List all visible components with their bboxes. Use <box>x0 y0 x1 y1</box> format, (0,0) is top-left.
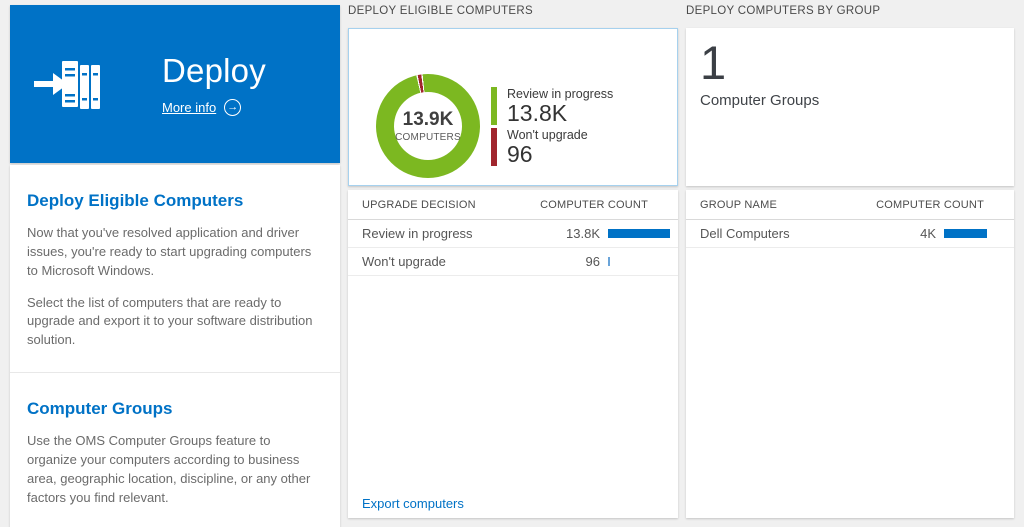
section-heading-deploy-eligible: Deploy Eligible Computers <box>27 191 244 210</box>
section-heading-computer-groups: Computer Groups <box>27 399 173 419</box>
row-value: 4K <box>920 226 936 241</box>
legend-item-wont-upgrade: Won't upgrade 96 <box>491 128 613 166</box>
legend-value: 13.8K <box>507 100 568 126</box>
eligible-computers-donut-tile[interactable]: 13.9K COMPUTERS Review in progress 13.8K… <box>348 28 678 186</box>
donut-center: 13.9K COMPUTERS <box>394 92 462 160</box>
deploy-tile[interactable]: Deploy More info → <box>10 5 340 163</box>
column-deploy-info: Deploy More info → Deploy Eligible Compu… <box>10 0 340 527</box>
count-bar <box>944 229 987 238</box>
donut-legend: Review in progress 13.8K Won't upgrade 9… <box>491 87 613 166</box>
deploy-description-panel: Deploy Eligible Computers Now that you'v… <box>10 165 340 527</box>
upgrade-decision-panel: UPGRADE DECISION COMPUTER COUNT Review i… <box>348 190 678 518</box>
deploy-eligible-header: DEPLOY ELIGIBLE COMPUTERS <box>348 5 533 17</box>
computer-groups-count-tile[interactable]: 1 Computer Groups <box>686 28 1014 186</box>
deploy-tile-text: Deploy More info → <box>162 52 266 116</box>
table-row[interactable]: Dell Computers 4K <box>686 220 1014 248</box>
legend-value: 96 <box>507 141 533 168</box>
column-header-computer-count: COMPUTER COUNT <box>540 198 648 211</box>
legend-label: Won't upgrade <box>507 128 588 143</box>
column-deploy-eligible: DEPLOY ELIGIBLE COMPUTERS 13.9K COMPUTER… <box>348 0 678 527</box>
column-header-group-name: GROUP NAME <box>700 198 777 211</box>
column-computers-by-group: DEPLOY COMPUTERS BY GROUP 1 Computer Gro… <box>686 0 1014 527</box>
section-computer-groups: Computer Groups Use the OMS Computer Gro… <box>10 373 340 527</box>
bar-slot <box>944 229 1006 238</box>
bar-slot <box>608 257 670 266</box>
group-count-number: 1 <box>700 36 727 89</box>
export-computers-link[interactable]: Export computers <box>362 496 464 511</box>
donut-center-value: 13.9K <box>402 109 454 130</box>
legend-item-review-in-progress: Review in progress 13.8K <box>491 87 613 125</box>
row-label: Review in progress <box>362 226 473 241</box>
row-label: Won't upgrade <box>362 254 446 269</box>
section-paragraph: Select the list of computers that are re… <box>27 294 313 348</box>
row-value: 96 <box>585 254 600 269</box>
column-header-computer-count: COMPUTER COUNT <box>876 198 984 211</box>
group-table-panel: GROUP NAME COMPUTER COUNT Dell Computers… <box>686 190 1014 518</box>
deploy-books-arrow-icon <box>34 61 100 112</box>
more-info-link[interactable]: More info <box>162 100 217 115</box>
section-deploy-eligible: Deploy Eligible Computers Now that you'v… <box>10 165 340 374</box>
table-row[interactable]: Review in progress 13.8K <box>348 220 678 248</box>
row-value: 13.8K <box>566 226 600 241</box>
section-paragraph: Now that you've resolved application and… <box>27 225 312 278</box>
deploy-title: Deploy <box>162 52 266 89</box>
donut-chart: 13.9K COMPUTERS <box>376 74 480 178</box>
bar-slot <box>608 229 670 238</box>
donut-center-label: COMPUTERS <box>395 132 461 143</box>
legend-label: Review in progress <box>507 87 614 101</box>
section-paragraph: Use the OMS Computer Groups feature to o… <box>27 433 311 505</box>
table-row[interactable]: Won't upgrade 96 <box>348 248 678 276</box>
computers-by-group-header: DEPLOY COMPUTERS BY GROUP <box>686 5 881 17</box>
legend-swatch-red <box>491 128 497 167</box>
legend-swatch-green <box>491 87 497 126</box>
count-bar <box>608 229 670 238</box>
count-bar <box>608 257 610 266</box>
row-label: Dell Computers <box>700 226 790 241</box>
table-header-row: UPGRADE DECISION COMPUTER COUNT <box>348 190 678 220</box>
table-header-row: GROUP NAME COMPUTER COUNT <box>686 190 1014 220</box>
arrow-right-circle-icon[interactable]: → <box>224 99 242 116</box>
column-header-upgrade-decision: UPGRADE DECISION <box>362 198 476 211</box>
more-info[interactable]: More info → <box>162 99 266 116</box>
group-count-label: Computer Groups <box>700 92 820 110</box>
